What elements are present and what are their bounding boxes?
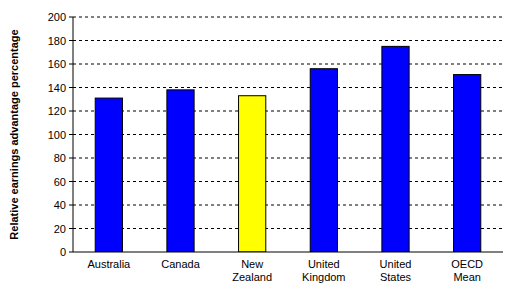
grid-line bbox=[73, 17, 503, 18]
tick-mark bbox=[69, 111, 73, 112]
grid-line bbox=[73, 158, 503, 159]
grid-line bbox=[73, 64, 503, 65]
category-label: OECDMean bbox=[451, 258, 483, 283]
category-label: Canada bbox=[161, 258, 200, 270]
bar bbox=[454, 75, 481, 252]
bar bbox=[95, 98, 122, 252]
tick-mark bbox=[69, 228, 73, 229]
tick-label: 60 bbox=[54, 176, 66, 188]
chart-container: 0 20 40 60 80 100 120 140 160 180 200 Australia Cana… bbox=[0, 0, 530, 304]
tick-mark bbox=[69, 17, 73, 18]
tick-mark bbox=[69, 40, 73, 41]
tick-label: 120 bbox=[48, 105, 66, 117]
y-axis-label: Relative earnings advantage percentage bbox=[8, 29, 20, 239]
grid-line bbox=[73, 205, 503, 206]
bar bbox=[310, 69, 337, 252]
tick-label: 140 bbox=[48, 82, 66, 94]
category-label: Australia bbox=[87, 258, 131, 270]
tick-label: 160 bbox=[48, 58, 66, 70]
tick-mark bbox=[69, 252, 73, 253]
grid-line bbox=[73, 40, 503, 41]
tick-label: 20 bbox=[54, 223, 66, 235]
category-label: NewZealand bbox=[232, 258, 272, 283]
tick-label: 180 bbox=[48, 35, 66, 47]
tick-label: 0 bbox=[60, 246, 66, 258]
x-axis bbox=[73, 252, 503, 253]
grid-line bbox=[73, 134, 503, 135]
grid-line bbox=[73, 87, 503, 88]
category-label: UnitedKingdom bbox=[302, 258, 345, 283]
category-label: UnitedStates bbox=[380, 258, 412, 283]
tick-mark bbox=[69, 158, 73, 159]
tick-label: 80 bbox=[54, 152, 66, 164]
chart: 0 20 40 60 80 100 120 140 160 180 200 Australia Cana… bbox=[0, 0, 530, 304]
tick-mark bbox=[69, 134, 73, 135]
tick-mark bbox=[69, 181, 73, 182]
grid-line bbox=[73, 111, 503, 112]
bar bbox=[167, 90, 194, 252]
tick-label: 100 bbox=[48, 129, 66, 141]
bar bbox=[382, 46, 409, 252]
tick-label: 200 bbox=[48, 11, 66, 23]
bars bbox=[95, 46, 481, 252]
tick-mark bbox=[69, 64, 73, 65]
bar bbox=[239, 96, 266, 252]
tick-mark bbox=[69, 205, 73, 206]
tick-mark bbox=[69, 87, 73, 88]
grid-line bbox=[73, 181, 503, 182]
y-axis bbox=[73, 17, 74, 252]
tick-label: 40 bbox=[54, 199, 66, 211]
grid-line bbox=[73, 228, 503, 229]
